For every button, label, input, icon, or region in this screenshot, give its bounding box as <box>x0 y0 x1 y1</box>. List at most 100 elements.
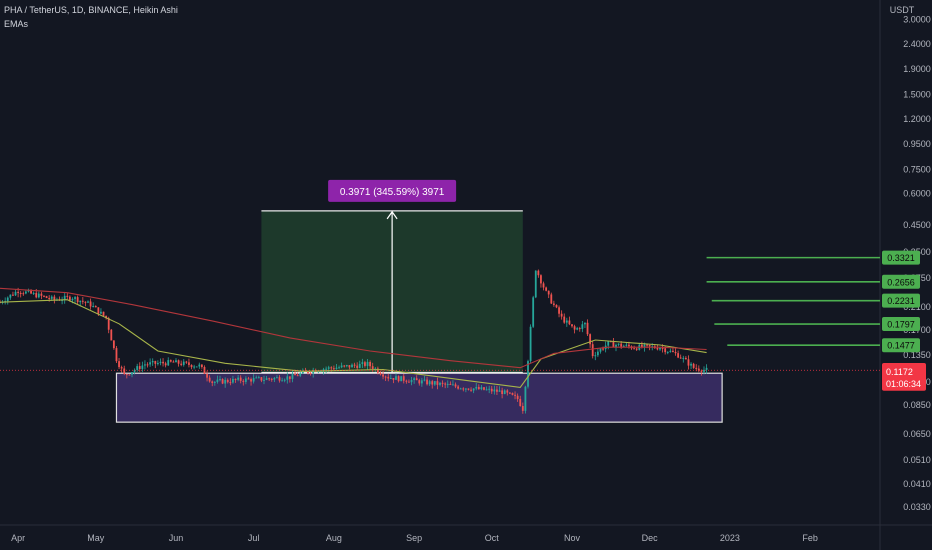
candle-body <box>452 384 454 386</box>
candle-body <box>68 296 71 301</box>
candle-body <box>200 364 203 367</box>
candle-body <box>118 361 120 368</box>
candle-body <box>480 387 483 390</box>
candle-body <box>195 366 198 368</box>
candle-body <box>563 316 566 323</box>
candle-body <box>159 361 162 364</box>
candle-body <box>415 378 418 381</box>
candle-body <box>700 370 703 372</box>
candle-body <box>669 350 672 352</box>
candle-body <box>687 359 690 366</box>
candle-body <box>224 379 227 384</box>
candle-body <box>167 360 170 366</box>
candle-body <box>40 293 43 296</box>
candle-body <box>180 363 183 365</box>
candle-body <box>234 378 237 380</box>
y-tick-label: 0.6000 <box>903 189 931 199</box>
candle-body <box>131 372 133 375</box>
y-tick-label: 0.1350 <box>903 350 931 360</box>
candle-body <box>459 388 462 390</box>
candle-body <box>439 382 441 385</box>
price-range-label: 0.3971 (345.59%) 3971 <box>340 187 445 198</box>
candle-body <box>169 360 172 362</box>
candle-body <box>296 375 299 377</box>
candle-body <box>27 290 30 292</box>
candle-body <box>193 366 196 368</box>
candle-body <box>674 351 677 354</box>
candle-body <box>542 283 545 288</box>
candle-body <box>61 299 64 301</box>
candle-body <box>309 373 312 375</box>
candle-body <box>232 378 234 383</box>
candle-body <box>625 344 628 346</box>
candle-body <box>540 275 542 284</box>
candle-body <box>622 345 625 347</box>
candle-body <box>364 362 366 366</box>
candle-body <box>286 376 289 380</box>
candle-body <box>291 373 294 379</box>
candle-body <box>578 328 581 330</box>
candle-body <box>369 361 372 367</box>
candle-body <box>221 379 224 384</box>
indicator-label[interactable]: EMAs <box>4 19 29 29</box>
candle-body <box>12 294 14 296</box>
candle-body <box>464 388 467 390</box>
candle-body <box>353 364 356 366</box>
candle-body <box>418 380 421 384</box>
candle-body <box>408 381 410 383</box>
x-tick-label: Sep <box>406 533 422 543</box>
candle-body <box>560 313 563 317</box>
candle-body <box>400 376 403 382</box>
candle-body <box>219 379 221 381</box>
x-tick-label: Oct <box>485 533 500 543</box>
candle-body <box>672 350 674 352</box>
candle-body <box>151 361 154 363</box>
y-tick-label: 0.0410 <box>903 479 931 489</box>
candle-body <box>483 387 485 390</box>
candle-body <box>449 383 452 385</box>
candle-body <box>50 296 53 299</box>
candle-body <box>534 270 537 298</box>
candle-body <box>257 377 260 379</box>
candle-body <box>602 348 604 350</box>
target-level-tag <box>882 338 920 353</box>
candle-body <box>646 344 648 346</box>
candle-body <box>648 344 651 347</box>
candle-body <box>436 381 439 385</box>
candle-body <box>112 340 115 349</box>
candle-body <box>312 370 315 374</box>
candle-body <box>301 370 304 374</box>
candle-body <box>247 378 250 380</box>
candle-body <box>136 366 139 370</box>
candle-body <box>265 378 268 380</box>
candle-body <box>488 388 491 390</box>
candle-body <box>666 351 669 353</box>
candle-body <box>565 320 568 323</box>
candle-body <box>457 386 460 389</box>
candle-body <box>524 386 527 411</box>
candle-body <box>366 361 369 366</box>
x-tick-label: Apr <box>11 533 25 543</box>
candle-body <box>643 344 646 348</box>
candle-body <box>276 377 278 379</box>
candle-body <box>405 380 408 382</box>
candle-body <box>529 326 532 362</box>
candle-body <box>255 377 258 379</box>
candle-body <box>444 383 447 385</box>
candle-body <box>307 371 309 374</box>
candle-body <box>371 366 374 370</box>
candle-body <box>35 292 38 298</box>
candle-body <box>48 297 51 299</box>
candle-body <box>345 365 348 367</box>
candle-body <box>278 377 281 381</box>
candle-body <box>555 304 558 308</box>
candle-body <box>239 377 242 381</box>
candle-body <box>703 369 705 372</box>
candle-body <box>100 311 102 314</box>
candle-body <box>229 382 232 384</box>
candle-body <box>89 301 92 307</box>
candle-body <box>188 362 190 365</box>
candle-body <box>149 362 152 365</box>
candle-body <box>37 293 40 298</box>
